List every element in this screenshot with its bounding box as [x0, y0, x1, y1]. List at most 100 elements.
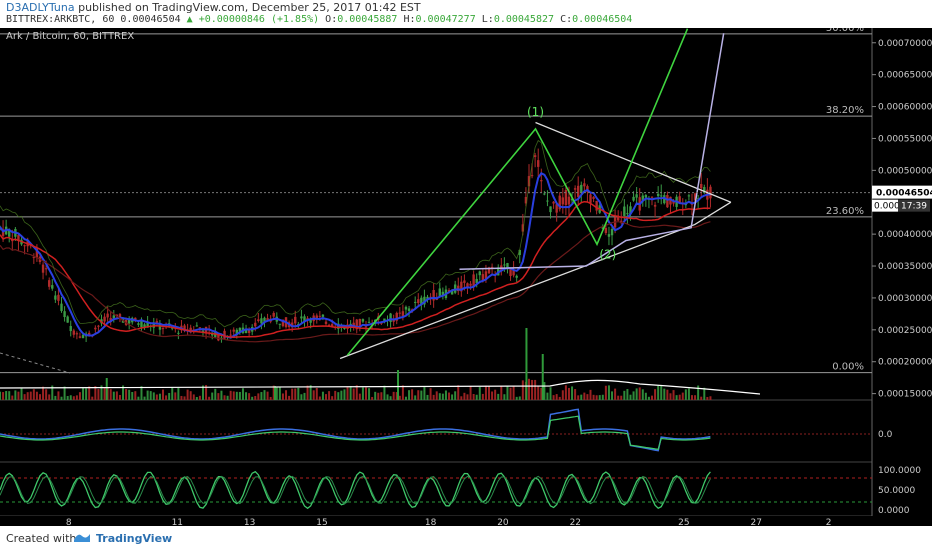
volume-bar: [549, 387, 552, 400]
price-axis[interactable]: 0.00070000 0.00065000 0.00060000 0.00055000…: [0, 39, 932, 400]
y-tick-label: 0.00015000: [878, 390, 932, 400]
volume-bar: [232, 391, 235, 400]
volume-bar: [343, 389, 346, 400]
volume-bar: [300, 394, 303, 400]
time-axis[interactable]: 8 11 13 15 18 20 22 25 27 2: [0, 516, 932, 528]
candle-body: [696, 198, 700, 200]
stoch-d-line: [0, 475, 711, 505]
time-axis-bg: [0, 516, 932, 526]
candle-body: [63, 311, 66, 318]
volume-bar: [420, 390, 423, 400]
volume-bar: [69, 395, 72, 400]
candle-body: [94, 327, 97, 330]
volume-bar: [180, 395, 183, 400]
volume-bar: [414, 395, 417, 400]
volume-bar: [211, 392, 214, 400]
price-label2: 0.000: [874, 202, 900, 212]
volume-bar: [598, 395, 601, 400]
candle-body: [656, 193, 660, 197]
candle-body: [644, 195, 648, 198]
tradingview-link[interactable]: TradingView: [96, 532, 173, 545]
candle-body: [518, 249, 521, 255]
volume-bar: [607, 385, 610, 400]
volume-bar: [220, 390, 223, 400]
candle-body: [549, 206, 552, 213]
volume-bar: [586, 394, 589, 400]
price-label: 0.00046504: [876, 189, 932, 199]
stoch-tick-label: 0.0000: [878, 506, 910, 516]
candle-body: [441, 291, 445, 296]
volume-bar: [217, 393, 220, 400]
volume-bar: [54, 395, 57, 400]
x-tick-label: 15: [316, 518, 327, 526]
candle-body: [51, 285, 54, 289]
candle-body: [413, 301, 417, 303]
volume-bar: [472, 394, 475, 400]
volume-bar: [35, 391, 38, 400]
volume-bar: [426, 394, 429, 400]
chart-svg[interactable]: 50.00% 38.20% 23.60% 0.00% (1) (2) 0.0 100.0…: [0, 23, 932, 528]
volume-bar: [275, 386, 278, 400]
candle-body: [666, 195, 669, 208]
candle-body: [146, 321, 149, 328]
candle-body: [48, 280, 51, 287]
volume-bar: [26, 392, 29, 400]
x-tick-label: 20: [497, 518, 509, 526]
candle-body: [66, 316, 69, 323]
volume-bar: [266, 391, 269, 400]
candle-body: [29, 244, 32, 247]
candle-body: [1, 229, 5, 236]
volume-bar: [238, 391, 241, 400]
candle-body: [626, 213, 629, 215]
candle-body: [321, 314, 325, 317]
y-tick-label: 0.00035000: [878, 262, 932, 272]
candle-body: [469, 283, 472, 286]
last-price: 0.00046504: [120, 14, 181, 25]
volume-bar: [500, 385, 503, 400]
candle-body: [426, 296, 429, 300]
candle-body: [417, 299, 420, 304]
volume-bar: [509, 387, 512, 400]
volume-bar: [647, 396, 650, 400]
chart-area[interactable]: 50.00% 38.20% 23.60% 0.00% (1) (2) 0.0 100.0…: [0, 23, 932, 528]
volume-spike: [105, 378, 108, 400]
volume-bar: [82, 387, 85, 400]
volume-bar: [29, 391, 32, 400]
volume-bar: [358, 393, 361, 400]
candle-body: [389, 313, 392, 323]
volume-bar: [146, 390, 149, 400]
tradingview-logo-icon[interactable]: [72, 530, 92, 544]
volume-bar: [703, 387, 706, 400]
candle-body: [564, 190, 568, 205]
symbol-label: BITTREX:ARKBTC, 60: [6, 14, 115, 25]
volume-bar: [85, 388, 88, 400]
volume-bar: [454, 391, 457, 400]
volume-bar: [666, 389, 669, 400]
volume-bar: [488, 385, 491, 400]
countdown-label: 17:39: [901, 202, 927, 212]
publish-info: published on TradingView.com, December 2…: [78, 1, 421, 14]
volume-bar: [297, 387, 300, 400]
volume-bar: [11, 395, 14, 400]
volume-bar: [512, 386, 515, 400]
candle-body: [57, 294, 60, 301]
volume-bar: [484, 385, 487, 400]
author-link[interactable]: D3ADLYTuna: [6, 1, 75, 14]
candle-body: [330, 324, 334, 327]
volume-bar: [543, 382, 546, 400]
volume-bar: [463, 392, 466, 400]
candle-body: [487, 267, 491, 274]
change-value: +0.00000846 (+1.85%): [198, 14, 320, 25]
candle-body: [484, 271, 488, 279]
volume-bar: [669, 393, 672, 400]
candle-body: [438, 288, 441, 297]
volume-bar: [709, 396, 712, 400]
volume-bar: [383, 385, 386, 400]
volume-bar: [168, 392, 171, 400]
stoch-tick-label: 100.0000: [878, 466, 921, 476]
candle-body: [352, 322, 355, 326]
volume-bar: [604, 385, 607, 400]
low-label: L:: [481, 14, 494, 25]
volume-bar: [20, 387, 23, 400]
candle-body: [607, 234, 611, 237]
